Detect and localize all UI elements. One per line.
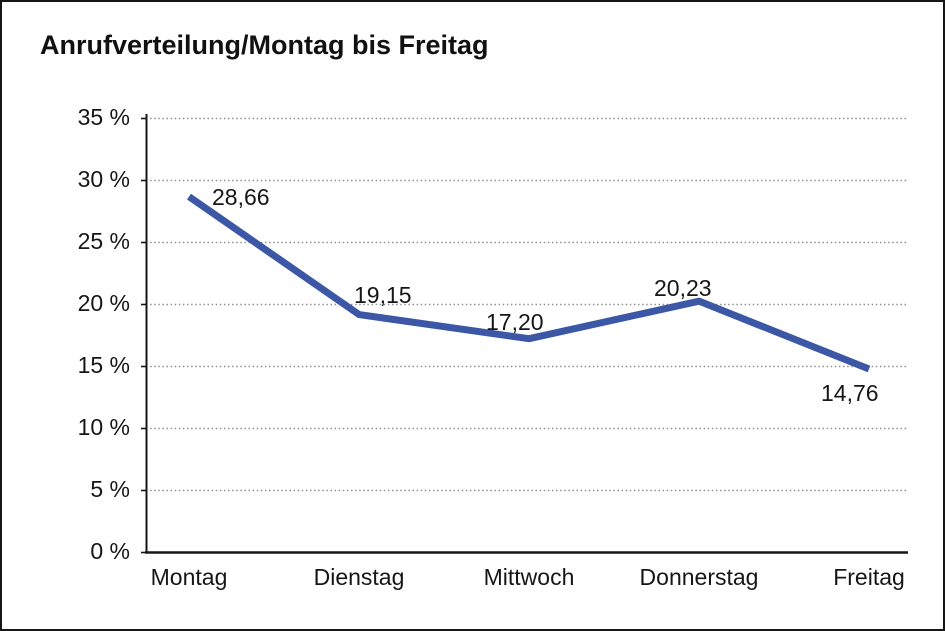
y-tick-label-15: 15 % [77,352,130,378]
y-tick-label-25: 25 % [77,228,130,254]
chart-title: Anrufverteilung/Montag bis Freitag [40,30,489,60]
value-label-freitag: 14,76 [821,380,879,406]
x-category-label-mittwoch: Mittwoch [483,564,575,590]
y-tick-label-5: 5 % [90,476,130,502]
x-category-label-dienstag: Dienstag [313,564,405,590]
y-tick-label-20: 20 % [77,290,130,316]
value-label-dienstag: 19,15 [354,282,412,308]
value-label-mittwoch: 17,20 [486,309,544,335]
x-category-label-freitag: Freitag [833,564,905,590]
y-tick-label-10: 10 % [77,414,130,440]
y-tick-label-0: 0 % [90,538,130,564]
y-tick-label-30: 30 % [77,166,130,192]
value-label-montag: 28,66 [212,184,270,210]
x-category-label-donnerstag: Donnerstag [639,564,759,590]
series-line-anrufverteilung [187,193,871,373]
x-category-label-montag: Montag [150,564,228,590]
y-tick-label-35: 35 % [77,104,130,130]
value-label-donnerstag: 20,23 [654,275,712,301]
